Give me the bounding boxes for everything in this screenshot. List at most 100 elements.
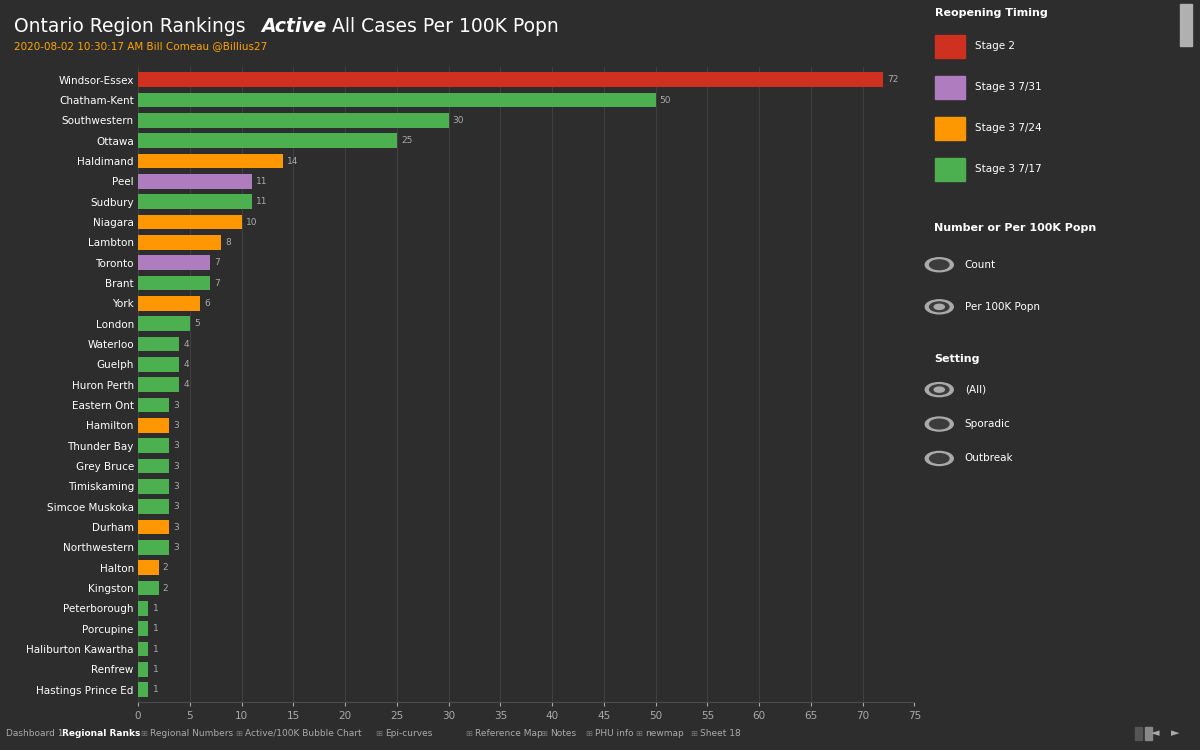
Bar [935,76,965,99]
Bar [138,662,149,676]
Circle shape [934,304,944,309]
Text: 25: 25 [401,136,413,146]
Text: 10: 10 [246,217,257,226]
Text: 3: 3 [173,503,179,512]
Bar [138,337,180,352]
Text: 11: 11 [256,197,268,206]
Bar [138,276,210,290]
Text: Ontario Region Rankings: Ontario Region Rankings [14,16,252,35]
Text: 1: 1 [152,686,158,694]
Bar [138,479,169,494]
Bar [935,34,965,58]
Text: Number or Per 100K Popn: Number or Per 100K Popn [934,223,1097,232]
Bar [138,540,169,555]
Text: 3: 3 [173,400,179,410]
Text: 1: 1 [152,645,158,653]
Text: 30: 30 [452,116,464,124]
Bar [138,174,252,189]
Bar [138,214,241,230]
Text: Regional Ranks: Regional Ranks [62,729,140,738]
Bar [138,560,158,575]
Text: 14: 14 [287,157,299,166]
Bar [138,93,655,107]
Text: 3: 3 [173,543,179,552]
Bar [138,642,149,656]
Text: Stage 3 7/31: Stage 3 7/31 [976,82,1042,92]
Text: 1: 1 [152,624,158,633]
Text: 4: 4 [184,360,190,369]
Bar [138,154,283,168]
Bar [138,439,169,453]
Text: ⊞: ⊞ [466,729,472,738]
Circle shape [925,417,953,431]
Bar [138,500,169,514]
Text: ⊞: ⊞ [235,729,242,738]
Bar [138,113,449,128]
Text: Stage 3 7/24: Stage 3 7/24 [976,123,1042,133]
Text: ⊞: ⊞ [540,729,547,738]
Text: 3: 3 [173,421,179,430]
Circle shape [930,419,949,429]
Text: 3: 3 [173,461,179,470]
Circle shape [934,387,944,392]
Text: Epi-curves: Epi-curves [385,729,432,738]
Circle shape [930,454,949,464]
Text: ►: ► [1171,728,1180,739]
Text: 1: 1 [152,665,158,674]
Text: 6: 6 [204,299,210,308]
Text: 3: 3 [173,441,179,450]
Text: 72: 72 [888,75,899,84]
Text: 4: 4 [184,380,190,389]
Text: ⊞: ⊞ [140,729,148,738]
Text: Dashboard 1: Dashboard 1 [6,729,64,738]
Circle shape [930,385,949,394]
Text: 8: 8 [224,238,230,247]
Text: newmap: newmap [646,729,684,738]
Text: 7: 7 [215,258,221,267]
Text: Per 100K Popn: Per 100K Popn [965,302,1039,312]
Text: Stage 2: Stage 2 [976,41,1015,51]
Text: 11: 11 [256,177,268,186]
Bar [138,580,158,596]
Text: ⊞: ⊞ [586,729,592,738]
Text: PHU info: PHU info [595,729,634,738]
Text: Setting: Setting [934,354,979,364]
Circle shape [930,260,949,269]
Text: 3: 3 [173,523,179,532]
Bar [138,682,149,697]
Text: Sheet 18: Sheet 18 [700,729,740,738]
Text: 4: 4 [184,340,190,349]
Text: Active/100K Bubble Chart: Active/100K Bubble Chart [245,729,361,738]
Bar [138,73,883,87]
Bar [138,418,169,433]
Text: ⊞: ⊞ [690,729,697,738]
Bar [138,398,169,412]
Bar [138,377,180,392]
Bar [1135,727,1142,740]
Text: 2: 2 [163,584,168,592]
Text: Active: Active [262,16,326,35]
Text: 2020-08-02 10:30:17 AM Bill Comeau @Billius27: 2020-08-02 10:30:17 AM Bill Comeau @Bill… [14,41,268,51]
Text: Reopening Timing: Reopening Timing [935,8,1048,19]
Bar [138,235,221,250]
Bar [138,622,149,636]
Bar [1180,4,1193,46]
Bar [138,316,190,331]
Text: 50: 50 [660,95,671,104]
Bar [138,520,169,535]
Circle shape [925,452,953,466]
Text: Count: Count [965,260,996,270]
Text: ⊞: ⊞ [374,729,382,738]
Text: Outbreak: Outbreak [965,454,1013,464]
Bar [138,194,252,209]
Circle shape [925,382,953,397]
Text: All Cases Per 100K Popn: All Cases Per 100K Popn [326,16,559,35]
Circle shape [925,258,953,272]
Text: Notes: Notes [550,729,576,738]
Text: 7: 7 [215,278,221,287]
Circle shape [930,302,949,312]
Bar [138,256,210,270]
Text: Sporadic: Sporadic [965,419,1010,429]
Text: Stage 3 7/17: Stage 3 7/17 [976,164,1042,174]
Text: 2: 2 [163,563,168,572]
